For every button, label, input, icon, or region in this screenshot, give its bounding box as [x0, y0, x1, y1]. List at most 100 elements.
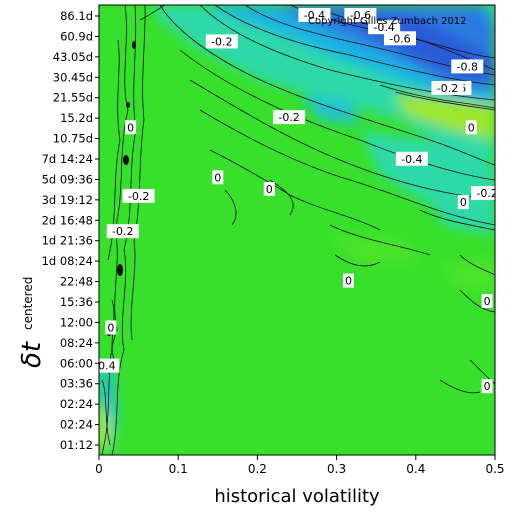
contour-label-text: -0.6 — [350, 9, 371, 22]
contour-label: 0.4 — [98, 358, 120, 373]
y-axis-title-sub: centered — [21, 277, 35, 330]
contour-label-box — [298, 8, 331, 22]
contour-label: -0.2 — [122, 188, 155, 203]
contour-label-text: 0 — [127, 121, 134, 134]
y-tick-label: 08:24 — [60, 336, 93, 350]
contour-label-box — [125, 120, 137, 135]
contour-label-box — [344, 8, 377, 22]
contour-label: 0 — [263, 182, 275, 197]
contour-label: -0.4 — [395, 151, 428, 166]
contour-label-box — [342, 273, 354, 288]
contour-label-text: -0.2 — [112, 225, 133, 238]
y-tick-label: 7d 14:24 — [42, 152, 93, 166]
contour-label-box — [431, 80, 464, 95]
contour-label-box — [465, 120, 477, 135]
contour-label-text: 0 — [107, 321, 114, 334]
contour-label: -0.2 — [205, 34, 238, 49]
contour-label-text: 0 — [345, 275, 352, 288]
y-tick-label: 15.2d — [60, 111, 93, 125]
plot-frame — [98, 4, 496, 456]
y-axis-title: δt centered — [17, 277, 47, 368]
contour-label: 0 — [481, 294, 493, 308]
y-tick-label: 15:36 — [60, 295, 93, 309]
x-axis-title: historical volatility — [214, 486, 380, 507]
y-tick-label: 2d 16:48 — [42, 213, 93, 227]
contour-label-text: 0 — [460, 196, 467, 209]
y-tick-label: 30.45d — [53, 70, 93, 84]
contour-label: 0 — [465, 120, 477, 135]
y-tick-label: 02:24 — [60, 418, 93, 432]
y-tick-label: 43.05d — [53, 50, 93, 64]
y-tick-label: 60.9d — [60, 29, 93, 43]
contour-label: -0.4 — [368, 20, 401, 35]
y-tick-label: 5d 09:36 — [42, 172, 93, 186]
contour-label-text: 0.4 — [98, 360, 116, 373]
contour-label: 0 — [212, 170, 224, 185]
contour-label-text: 0 — [484, 295, 491, 308]
y-axis: 86.1d 60.9d 43.05d 30.45d 21.55d 15.2d 10.75d 7… — [42, 9, 99, 452]
contour-label-box — [99, 358, 120, 373]
contour-label-text: -0.2 — [437, 82, 458, 95]
contour-label-text: -0.4 — [373, 21, 394, 34]
contour-label: 0 — [105, 320, 117, 335]
contour-label: -0.8 — [451, 59, 484, 74]
contour-label-text: -0.6 — [389, 32, 410, 45]
contour-label-box — [122, 188, 155, 203]
contour-label: 0 — [125, 120, 137, 135]
contour-label-box — [457, 195, 469, 210]
y-tick-label: 86.1d — [60, 9, 93, 23]
y-tick-label: 21.55d — [53, 91, 93, 105]
contour-labels: -0.4-0.6-0.4-0.6-0.2-0.8-0.6-0.2-0.200-0… — [98, 8, 497, 394]
contour-label-text: -0.2 — [128, 190, 149, 203]
y-tick-label: 12:00 — [60, 315, 93, 329]
contour-label-box — [451, 59, 484, 74]
contour-label: 0 — [457, 195, 469, 210]
contour-label-text: 0 — [266, 183, 273, 196]
contour-label: 0 — [342, 273, 354, 288]
y-tick-label: 1d 08:24 — [42, 254, 93, 268]
contour-label: -0.2 — [431, 80, 464, 95]
contour-label: -0.2 — [471, 186, 497, 201]
contour-label-text: -0.4 — [304, 9, 325, 22]
y-tick-label: 1d 21:36 — [42, 234, 93, 248]
y-tick-label: 3d 19:12 — [42, 193, 93, 207]
contour-label-text: -0.2 — [278, 111, 299, 124]
plot-area: -0.4-0.6-0.4-0.6-0.2-0.8-0.6-0.2-0.200-0… — [98, 5, 497, 455]
x-tick-label: 0.2 — [248, 462, 267, 476]
contour-label: -0.4 — [298, 8, 331, 22]
contour-label-box — [263, 182, 275, 197]
contour-label-text: 0 — [214, 171, 221, 184]
x-tick-label: 0.3 — [327, 462, 346, 476]
y-tick-label: 03:36 — [60, 377, 93, 391]
contour-label-text: -0.4 — [401, 153, 422, 166]
contour-label: -0.6 — [344, 8, 377, 22]
contour-label-text: -0.2 — [476, 187, 497, 200]
y-tick-label: 01:12 — [60, 438, 93, 452]
contour-label: -0.2 — [273, 110, 306, 125]
contour-label-text: 0 — [484, 380, 491, 393]
y-axis-title-main: δt — [17, 341, 47, 368]
y-tick-label: 22:48 — [60, 275, 93, 289]
contour-label: 0 — [481, 379, 493, 394]
x-tick-label: 0.1 — [169, 462, 188, 476]
contour-label-box — [471, 186, 495, 201]
contour-label: -0.2 — [106, 224, 139, 239]
x-tick-label: 0 — [95, 462, 103, 476]
contour-label-text: -0.8 — [457, 60, 478, 73]
y-tick-label: 02:24 — [60, 397, 93, 411]
contour-label-box — [383, 31, 416, 46]
y-tick-label: 10.75d — [53, 132, 93, 146]
contour-label-box — [273, 110, 306, 125]
contour-label-box — [395, 151, 428, 166]
x-tick-label: 0.5 — [485, 462, 504, 476]
contour-label-box — [481, 294, 493, 308]
contour-label-box — [105, 320, 117, 335]
contour-label: -0.6 — [383, 31, 416, 46]
contour-label-box — [481, 379, 493, 394]
contour-label-box — [368, 20, 401, 35]
copyright-text: Copyright Gilles Zumbach 2012 — [308, 16, 467, 27]
x-axis: 0 0.1 0.2 0.3 0.4 0.5 — [95, 455, 505, 476]
x-tick-label: 0.4 — [406, 462, 425, 476]
contour-label-box — [212, 170, 224, 185]
